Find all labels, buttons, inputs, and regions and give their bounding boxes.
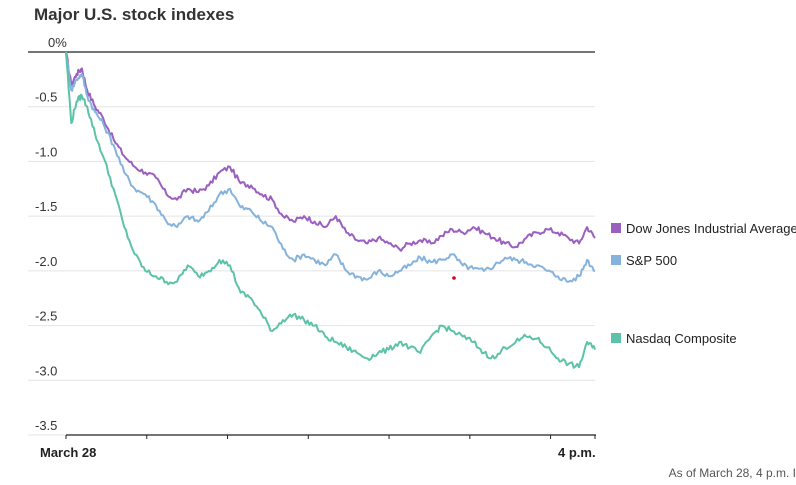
y-tick-label: -2.5 xyxy=(35,309,57,324)
legend: Dow Jones Industrial Average S&P 500 Nasda… xyxy=(611,221,796,346)
y-tick-label: -1.5 xyxy=(35,199,57,214)
legend-swatch-s-p-500 xyxy=(611,255,621,265)
legend-swatch-dow-jones-industrial-average xyxy=(611,223,621,233)
footnote: As of March 28, 4 p.m. I xyxy=(668,466,796,480)
legend-swatch-nasdaq-composite xyxy=(611,333,621,343)
y-tick-label: -3.0 xyxy=(35,363,57,378)
y-axis-tick-labels: 0% -0.5 -1.0 -1.5 -2.0 -2.5 -3.0 -3.5 xyxy=(35,35,67,433)
legend-label-s-p-500: S&P 500 xyxy=(626,253,677,268)
series-line-nasdaq-composite xyxy=(65,51,596,369)
y-tick-label: -3.5 xyxy=(35,418,57,433)
gridlines xyxy=(28,51,595,436)
x-axis: March 28 4 p.m. xyxy=(40,434,596,460)
x-tick-label-end: 4 p.m. xyxy=(558,445,596,460)
y-tick-label: -0.5 xyxy=(35,90,57,105)
y-tick-label: -2.0 xyxy=(35,254,57,269)
chart-title: Major U.S. stock indexes xyxy=(34,5,235,24)
red-dot-marker xyxy=(452,276,456,280)
y-tick-label: 0% xyxy=(48,35,67,50)
series-line-dow-jones-industrial-average xyxy=(65,51,596,252)
legend-label-dow-jones-industrial-average: Dow Jones Industrial Average xyxy=(626,221,796,236)
legend-label-nasdaq-composite: Nasdaq Composite xyxy=(626,331,737,346)
x-tick-label-start: March 28 xyxy=(40,445,96,460)
series-lines xyxy=(65,51,596,369)
series-line-s-p-500 xyxy=(65,51,596,283)
y-tick-label: -1.0 xyxy=(35,144,57,159)
